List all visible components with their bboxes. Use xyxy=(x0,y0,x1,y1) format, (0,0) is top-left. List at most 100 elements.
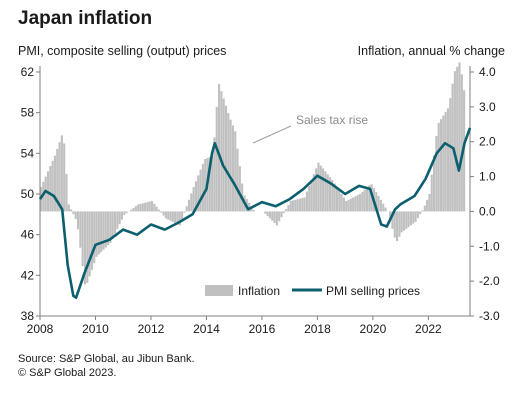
inflation-bar xyxy=(442,115,445,212)
inflation-bar xyxy=(118,211,121,225)
inflation-bar xyxy=(405,211,408,229)
inflation-bar xyxy=(187,199,191,212)
inflation-bar xyxy=(174,211,177,224)
inflation-bar xyxy=(222,98,225,212)
inflation-bar xyxy=(141,203,144,212)
inflation-bar xyxy=(60,135,63,212)
inflation-bar xyxy=(349,198,352,212)
inflation-bar xyxy=(125,211,128,214)
x-tick-label: 2014 xyxy=(193,322,220,336)
left-tick-label: 46 xyxy=(21,228,35,242)
inflation-bar xyxy=(192,187,195,212)
inflation-bar xyxy=(113,211,117,234)
inflation-bar xyxy=(220,91,223,212)
inflation-bar xyxy=(419,211,422,215)
inflation-bar xyxy=(107,211,110,246)
inflation-bar xyxy=(208,157,211,212)
inflation-bar xyxy=(458,62,461,212)
inflation-bar xyxy=(120,211,124,220)
inflation-bar xyxy=(65,173,68,212)
inflation-bar xyxy=(104,211,107,248)
inflation-bar xyxy=(391,211,394,229)
inflation-bar xyxy=(460,74,463,212)
inflation-bar xyxy=(273,211,276,224)
inflation-bar xyxy=(81,211,84,267)
chart-title: Japan inflation xyxy=(18,8,153,29)
inflation-bar xyxy=(285,209,288,212)
inflation-bar xyxy=(347,199,350,212)
inflation-bar xyxy=(426,199,429,212)
inflation-bar xyxy=(83,211,87,285)
left-tick-label: 54 xyxy=(21,146,35,160)
left-tick-label: 50 xyxy=(21,187,35,201)
inflation-bar xyxy=(342,197,345,212)
inflation-bar xyxy=(231,125,234,212)
inflation-bar xyxy=(153,203,156,212)
right-tick-label: -2.0 xyxy=(479,274,500,288)
inflation-bar xyxy=(275,211,278,226)
inflation-bar xyxy=(400,211,403,233)
inflation-bar xyxy=(312,174,315,212)
right-tick-label: 1.0 xyxy=(479,170,496,184)
x-tick-label: 2012 xyxy=(138,322,165,336)
inflation-bar xyxy=(296,199,299,212)
inflation-bar xyxy=(361,191,364,212)
inflation-bar xyxy=(197,175,200,212)
inflation-bar xyxy=(238,166,241,212)
inflation-bar xyxy=(291,200,295,212)
inflation-bar xyxy=(377,195,380,212)
inflation-bar xyxy=(356,195,359,212)
inflation-bar xyxy=(67,204,70,212)
inflation-bar xyxy=(363,189,366,212)
inflation-bar xyxy=(266,211,269,217)
inflation-bar xyxy=(365,187,369,212)
legend-inflation-swatch xyxy=(205,285,233,296)
inflation-bar xyxy=(305,191,308,212)
right-tick-label: -1.0 xyxy=(479,239,500,253)
inflation-bar xyxy=(359,194,362,212)
left-axis-label: PMI, composite selling (output) prices xyxy=(18,44,227,58)
inflation-bar xyxy=(322,168,325,212)
left-tick-label: 58 xyxy=(21,106,35,120)
inflation-bar xyxy=(338,190,341,212)
inflation-bar xyxy=(328,177,332,212)
right-tick-label: 0.0 xyxy=(479,204,496,218)
inflation-bar xyxy=(289,200,292,212)
inflation-bar xyxy=(56,148,59,212)
inflation-bar xyxy=(368,185,371,212)
inflation-bar xyxy=(335,187,339,212)
inflation-bar xyxy=(333,183,336,212)
inflation-bar xyxy=(324,171,327,212)
inflation-bar xyxy=(137,204,140,212)
inflation-bar xyxy=(123,211,126,215)
inflation-bar xyxy=(308,185,311,212)
inflation-bar xyxy=(234,131,237,212)
inflation-bar xyxy=(155,206,158,212)
inflation-bar xyxy=(317,162,320,212)
left-tick-label: 38 xyxy=(21,309,35,323)
inflation-bar xyxy=(70,209,73,212)
inflation-bar xyxy=(340,194,343,212)
inflation-bar xyxy=(181,211,184,219)
inflation-bar xyxy=(76,211,80,230)
inflation-bar xyxy=(331,180,334,212)
inflation-bar xyxy=(144,202,147,212)
inflation-bar xyxy=(298,198,302,212)
inflation-bar xyxy=(201,163,204,212)
inflation-bar xyxy=(176,211,179,225)
inflation-bar xyxy=(414,211,417,222)
inflation-bar xyxy=(393,211,396,238)
inflation-bar xyxy=(74,211,77,219)
inflation-bar xyxy=(93,211,96,264)
inflation-bar xyxy=(190,193,193,212)
annotation-pointer xyxy=(252,125,292,144)
inflation-bar xyxy=(453,71,456,212)
inflation-bar xyxy=(164,211,167,219)
right-tick-label: 3.0 xyxy=(479,100,496,114)
inflation-bar xyxy=(248,202,251,212)
inflation-bar xyxy=(412,211,415,224)
inflation-bar xyxy=(63,143,66,212)
inflation-bar xyxy=(437,122,440,212)
inflation-bar xyxy=(160,211,163,213)
